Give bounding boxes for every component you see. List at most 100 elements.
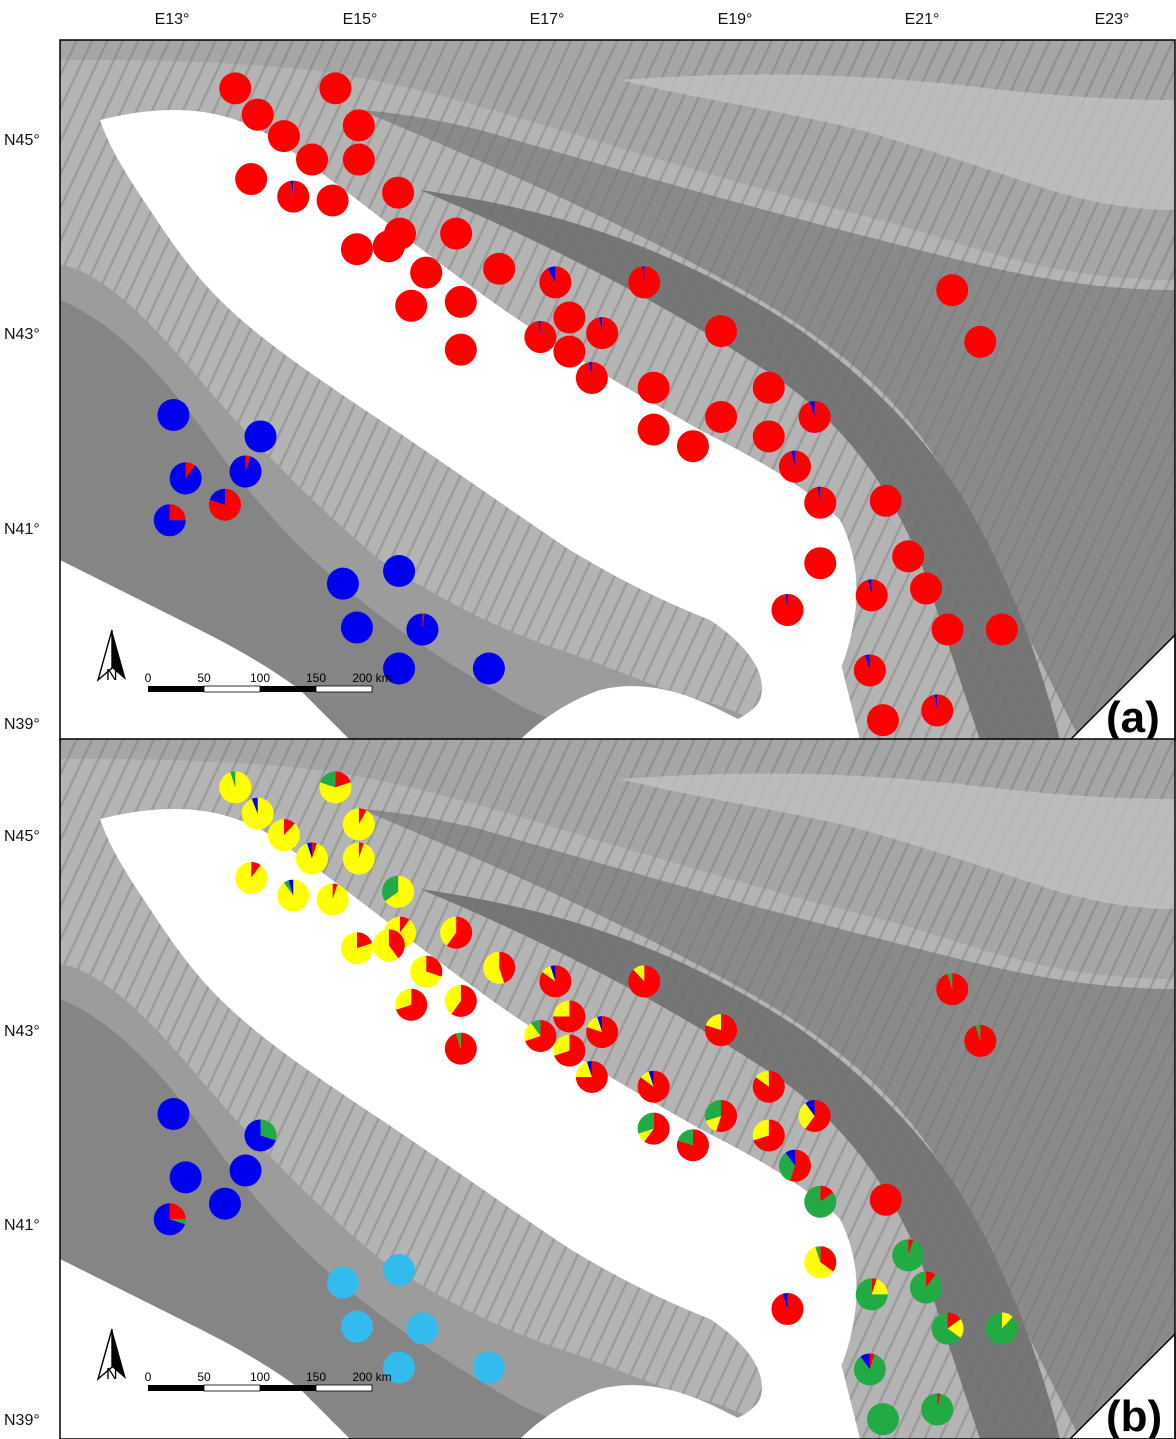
pie-slice-red	[553, 1000, 586, 1033]
pie-slice-red	[869, 484, 902, 517]
pie-slice-blue	[251, 797, 258, 814]
pie-slice-red	[964, 1024, 997, 1057]
pie-chart-marker	[319, 771, 352, 804]
pie-slice-cyan	[326, 1266, 359, 1299]
pie-slice-red	[451, 984, 477, 1017]
pie-slice-yellow	[340, 932, 373, 965]
pie-slice-red	[778, 450, 811, 483]
pie-slice-red	[936, 973, 969, 1006]
pie-slice-red	[169, 504, 186, 521]
pie-chart-marker	[296, 842, 328, 875]
pie-slice-blue	[817, 486, 821, 503]
pie-chart-marker	[316, 184, 349, 217]
pie-chart-marker	[752, 1119, 785, 1152]
pie-chart-marker	[382, 875, 415, 908]
pie-slice-yellow	[1001, 1312, 1013, 1329]
pie-chart-marker	[326, 1266, 359, 1299]
pie-chart-marker	[319, 72, 352, 105]
pie-chart-marker	[444, 285, 477, 318]
north-arrow: N	[96, 629, 126, 684]
pie-chart-marker	[892, 1239, 925, 1272]
pie-slice-yellow	[871, 1279, 888, 1295]
pie-slice-blue	[809, 400, 815, 417]
pie-chart-marker	[157, 399, 190, 431]
pie-chart-marker	[804, 1185, 837, 1218]
y-tick-label: N43°	[4, 1023, 40, 1040]
pie-slice-yellow	[342, 808, 375, 841]
pie-slice-red	[356, 932, 373, 949]
pie-slice-yellow	[385, 875, 415, 908]
pie-slice-red	[426, 955, 443, 977]
pie-slice-yellow	[296, 843, 328, 875]
y-tick-label: N41°	[4, 521, 40, 538]
pie-slice-yellow	[804, 1246, 834, 1279]
pie-chart-marker	[342, 808, 375, 841]
pie-slice-green	[866, 1403, 899, 1436]
panel-b-label: (b)	[1106, 1392, 1162, 1439]
pie-slice-red	[382, 176, 415, 209]
pie-chart-marker	[440, 217, 473, 250]
pie-chart-marker	[406, 613, 439, 646]
pie-slice-red	[446, 916, 473, 949]
pie-slice-yellow	[640, 1071, 654, 1087]
pie-chart-marker	[575, 361, 608, 394]
pie-chart-marker	[855, 1278, 888, 1311]
pie-chart-marker	[936, 274, 969, 307]
pie-slice-red	[277, 180, 310, 213]
pie-chart-marker	[866, 704, 899, 737]
pie-slice-green	[853, 1354, 886, 1386]
pie-slice-green	[230, 771, 236, 788]
pie-slice-yellow	[410, 955, 442, 988]
pie-slice-red	[358, 842, 364, 859]
pie-slice-yellow	[483, 951, 505, 984]
pie-chart-marker	[705, 1099, 738, 1132]
pie-chart-marker	[277, 180, 310, 213]
pie-slice-yellow	[752, 1119, 769, 1141]
north-arrow: N	[96, 1328, 126, 1383]
pie-chart-marker	[483, 951, 516, 984]
pie-slice-yellow	[277, 879, 310, 912]
pie-slice-blue	[550, 965, 556, 982]
pie-chart-marker	[798, 400, 831, 433]
pie-chart-marker	[705, 315, 738, 348]
pie-slice-blue	[244, 420, 277, 453]
pie-chart-marker	[628, 266, 661, 299]
pie-slice-green	[985, 1312, 1018, 1345]
pie-chart-marker	[342, 109, 375, 142]
pie-slice-blue	[209, 488, 225, 505]
pie-chart-marker	[296, 143, 328, 176]
pie-chart-marker	[752, 1070, 785, 1103]
pie-chart-marker	[921, 694, 954, 727]
pie-slice-blue	[153, 504, 186, 537]
pie-slice-yellow	[705, 1115, 722, 1132]
pie-chart-marker	[235, 163, 268, 196]
x-tick-label: E19°	[718, 11, 753, 28]
pie-slice-red	[676, 430, 709, 463]
pie-slice-cyan	[406, 1312, 439, 1345]
pie-chart-marker	[869, 1183, 902, 1216]
pie-slice-red	[251, 862, 261, 879]
pie-chart-marker	[340, 233, 373, 266]
pie-slice-green	[382, 875, 399, 902]
pie-slice-green	[169, 1219, 186, 1225]
y-axis-ticks-a: N45° N43° N41° N39°	[4, 132, 40, 733]
north-label: N	[106, 1366, 118, 1383]
pie-slice-blue	[157, 399, 190, 431]
pie-slice-red	[342, 143, 375, 176]
pie-chart-marker	[752, 420, 785, 453]
pie-slice-yellow	[372, 929, 399, 962]
pie-slice-blue	[406, 613, 439, 646]
pie-chart-marker	[931, 613, 964, 646]
pie-slice-blue	[383, 555, 416, 587]
pie-chart-marker	[472, 1351, 505, 1384]
pie-slice-red	[444, 1032, 477, 1065]
pie-chart-marker	[444, 984, 477, 1017]
pie-chart-marker	[340, 611, 373, 644]
pie-slice-red	[524, 321, 557, 353]
pie-slice-blue	[586, 1060, 592, 1077]
pie-slice-red	[395, 988, 428, 1021]
pie-chart-marker	[752, 371, 785, 404]
pie-slice-red	[422, 613, 425, 630]
pie-chart-marker	[229, 1154, 262, 1187]
pie-chart-marker	[921, 1393, 954, 1426]
